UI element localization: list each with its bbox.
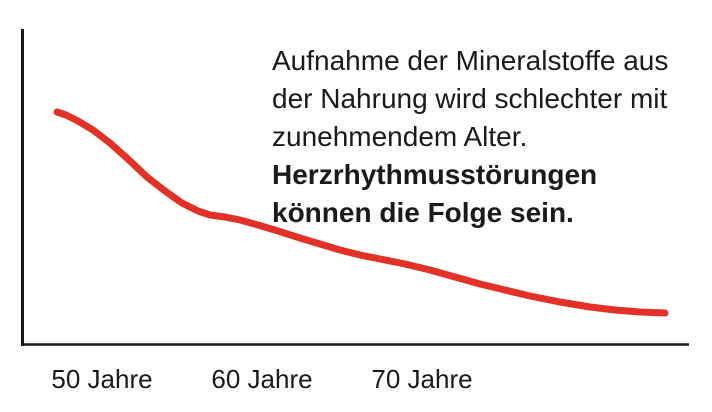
- x-tick-label-70-jahre: 70 Jahre: [371, 364, 473, 394]
- annotation-text-block: Aufnahme der Mineralstoffe aus der Nahru…: [272, 42, 668, 232]
- annotation-line-3: zunehmendem Alter.: [272, 121, 528, 152]
- annotation-line-5: können die Folge sein.: [272, 197, 574, 228]
- annotation-line-2: der Nahrung wird schlechter mit: [272, 83, 668, 114]
- trend-line: [53, 108, 669, 317]
- x-tick-label-60-jahre: 60 Jahre: [211, 364, 313, 394]
- annotation-line-1: Aufnahme der Mineralstoffe aus: [272, 45, 669, 76]
- x-tick-label-50-jahre: 50 Jahre: [51, 364, 153, 394]
- annotation-line-4: Herzrhythmusstörungen: [272, 159, 598, 190]
